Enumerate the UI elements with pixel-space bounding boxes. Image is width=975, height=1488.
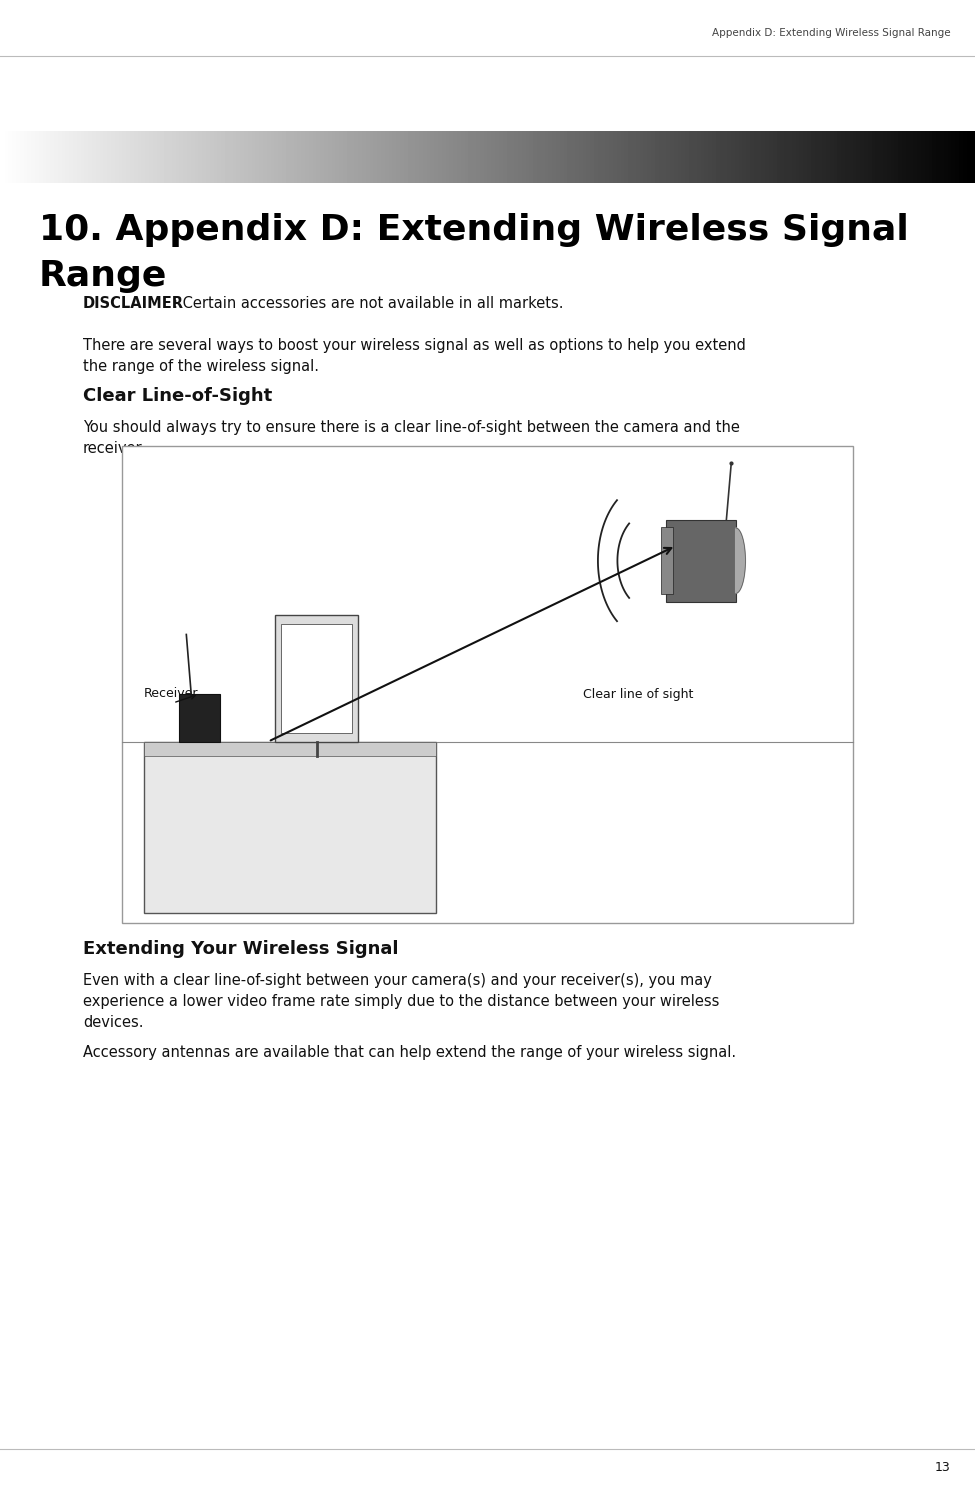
Text: 13: 13	[935, 1461, 951, 1473]
Text: Clear Line-of-Sight: Clear Line-of-Sight	[83, 387, 272, 405]
Text: DISCLAIMER: DISCLAIMER	[83, 296, 184, 311]
Text: : Certain accessories are not available in all markets.: : Certain accessories are not available …	[173, 296, 564, 311]
Bar	[661, 527, 673, 594]
Text: Even with a clear line-of-sight between your camera(s) and your receiver(s), you: Even with a clear line-of-sight between …	[83, 973, 720, 1030]
Bar	[666, 519, 736, 601]
Text: Receiver: Receiver	[144, 687, 198, 699]
Text: Appendix D: Extending Wireless Signal Range: Appendix D: Extending Wireless Signal Ra…	[712, 28, 951, 37]
Text: Range: Range	[39, 259, 168, 293]
Text: Extending Your Wireless Signal: Extending Your Wireless Signal	[83, 940, 399, 958]
Text: Clear line of sight: Clear line of sight	[583, 689, 693, 701]
Polygon shape	[736, 528, 745, 594]
Bar	[275, 615, 359, 741]
Bar	[144, 741, 437, 756]
Bar	[179, 693, 220, 741]
Text: You should always try to ensure there is a clear line-of-sight between the camer: You should always try to ensure there is…	[83, 420, 740, 455]
Bar	[122, 446, 853, 923]
Text: There are several ways to boost your wireless signal as well as options to help : There are several ways to boost your wir…	[83, 338, 746, 373]
Text: Accessory antennas are available that can help extend the range of your wireless: Accessory antennas are available that ca…	[83, 1045, 736, 1059]
Bar	[144, 741, 437, 914]
Bar	[282, 623, 353, 732]
Text: 10. Appendix D: Extending Wireless Signal: 10. Appendix D: Extending Wireless Signa…	[39, 213, 909, 247]
